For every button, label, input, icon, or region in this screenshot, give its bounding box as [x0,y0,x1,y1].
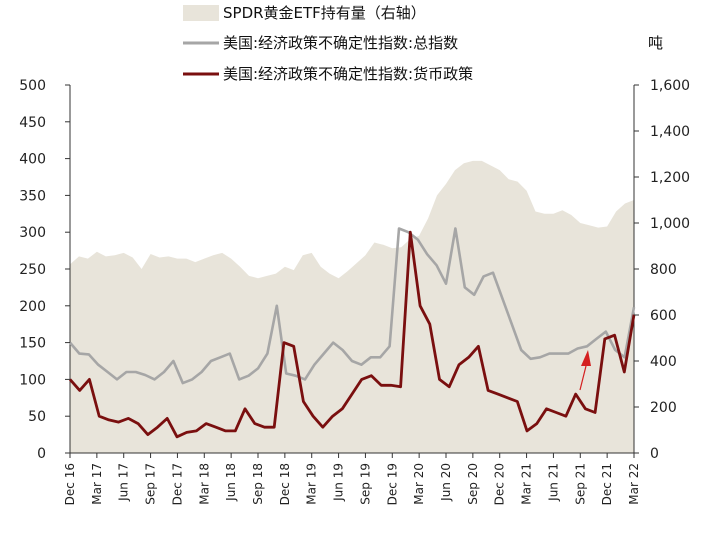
x-tick-label: Sep 21 [573,463,587,505]
right-tick-label: 400 [650,354,677,370]
left-tick-label: 150 [19,336,46,352]
x-tick-label: Jun 20 [439,463,453,502]
right-tick-label: 0 [650,446,659,462]
left-tick-label: 450 [19,115,46,131]
x-tick-label: Dec 19 [385,463,399,505]
x-axis: Dec 16 Mar 17 Jun 17 Sep 17 Dec 17 Mar 18 Jun … [63,453,641,505]
left-tick-label: 400 [19,152,46,168]
x-tick-label: Mar 20 [412,463,426,505]
left-tick-label: 100 [19,372,46,388]
left-tick-label: 0 [37,446,46,462]
legend-label-total: 美国:经济政策不确定性指数:总指数 [223,34,458,52]
left-tick-label: 50 [28,409,46,425]
monetary-policy-line [68,230,636,439]
left-tick-label: 250 [19,262,46,278]
x-tick-label: Mar 17 [90,463,104,505]
x-tick-label: Mar 22 [627,463,641,505]
right-tick-label: 1,200 [650,170,690,186]
right-tick-label: 1,400 [650,124,690,140]
gold-holdings-area [70,160,634,453]
x-tick-label: Jun 19 [332,463,346,502]
legend-swatch-gold [183,5,219,21]
x-tick-label: Sep 18 [251,463,265,505]
right-tick-label: 800 [650,262,677,278]
right-tick-label: 600 [650,308,677,324]
x-tick-label: Mar 21 [520,463,534,505]
x-tick-label: Dec 18 [278,463,292,505]
x-tick-label: Sep 19 [358,463,372,505]
x-tick-label: Mar 18 [197,463,211,505]
x-tick-label: Jun 18 [224,463,238,502]
monetary-index-layer [68,230,636,439]
x-tick-label: Dec 21 [600,463,614,505]
left-tick-label: 500 [19,78,46,94]
x-tick-label: Dec 17 [170,463,184,505]
x-tick-label: Jun 21 [546,463,560,502]
left-tick-label: 300 [19,225,46,241]
legend-label-monetary: 美国:经济政策不确定性指数:货币政策 [223,65,473,83]
annotation-layer [579,350,591,391]
gold-area-layer [70,160,634,453]
x-tick-label: Sep 20 [466,463,480,505]
right-tick-label: 1,600 [650,78,690,94]
total-index-line [69,227,636,385]
x-tick-label: Jun 17 [117,463,131,502]
legend: SPDR黄金ETF持有量（右轴） 美国:经济政策不确定性指数:总指数美国:经济政策… [183,4,473,83]
x-tick-label: Dec 16 [63,463,77,505]
legend-label-gold: SPDR黄金ETF持有量（右轴） [223,4,426,22]
annotation-arrow-head [581,350,591,366]
x-tick-label: Sep 17 [144,463,158,505]
left-tick-label: 200 [19,299,46,315]
x-tick-label: Mar 19 [305,463,319,505]
left-tick-label: 350 [19,188,46,204]
x-tick-label: Dec 20 [493,463,507,505]
left-axis: 0 50 100 150 200 250 300 350 400 450 500 [19,78,70,462]
right-axis-unit: 吨 [648,34,663,52]
right-tick-label: 1,000 [650,216,690,232]
right-axis: 0 200 400 600 800 1,000 1,200 1,400 1,600 [634,78,690,462]
annotation-arrow-shaft [579,365,587,391]
right-tick-label: 200 [650,400,677,416]
total-index-layer [69,227,636,385]
